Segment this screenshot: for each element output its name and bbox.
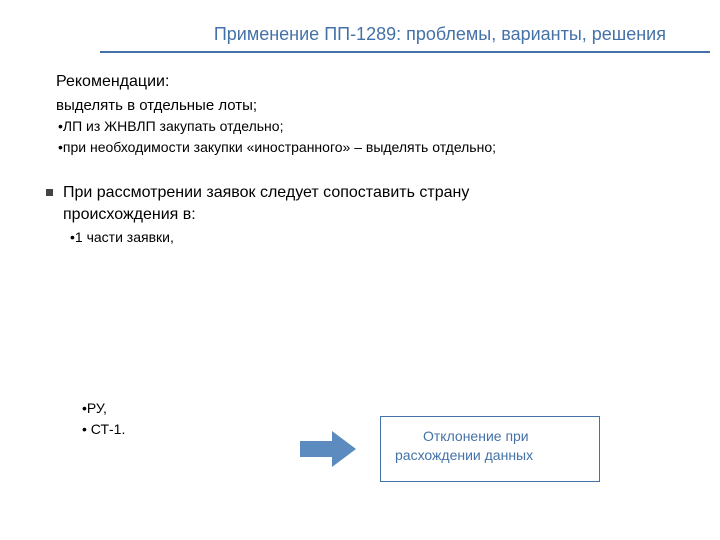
slide: Применение ПП-1289: проблемы, варианты, … xyxy=(0,0,720,540)
lower-item: РУ, xyxy=(82,398,125,419)
recommendations-item: при необходимости закупки «иностранного»… xyxy=(58,137,684,158)
recommendations-item: ЛП из ЖНВЛП закупать отдельно; xyxy=(58,116,684,137)
section-compare: При рассмотрении заявок следует сопостав… xyxy=(46,182,684,245)
info-box: Отклонение при расхождении данных xyxy=(380,416,600,482)
lower-item: СТ-1. xyxy=(82,419,125,440)
square-bullet-icon xyxy=(46,189,53,196)
arrow-and-box: Отклонение при расхождении данных xyxy=(300,416,600,482)
section-compare-text: При рассмотрении заявок следует сопостав… xyxy=(63,182,583,225)
lower-list: РУ, СТ-1. xyxy=(58,398,125,440)
content-area: Рекомендации: выделять в отдельные лоты;… xyxy=(36,53,684,245)
recommendations-heading: Рекомендации: xyxy=(56,73,684,91)
slide-title: Применение ПП-1289: проблемы, варианты, … xyxy=(36,18,684,45)
recommendations-line1: выделять в отдельные лоты; xyxy=(56,97,684,114)
square-bullet-row: При рассмотрении заявок следует сопостав… xyxy=(46,182,684,225)
info-box-text: Отклонение при расхождении данных xyxy=(395,427,585,465)
section-compare-sub: 1 части заявки, xyxy=(70,229,684,245)
arrow-right-icon xyxy=(300,429,358,469)
